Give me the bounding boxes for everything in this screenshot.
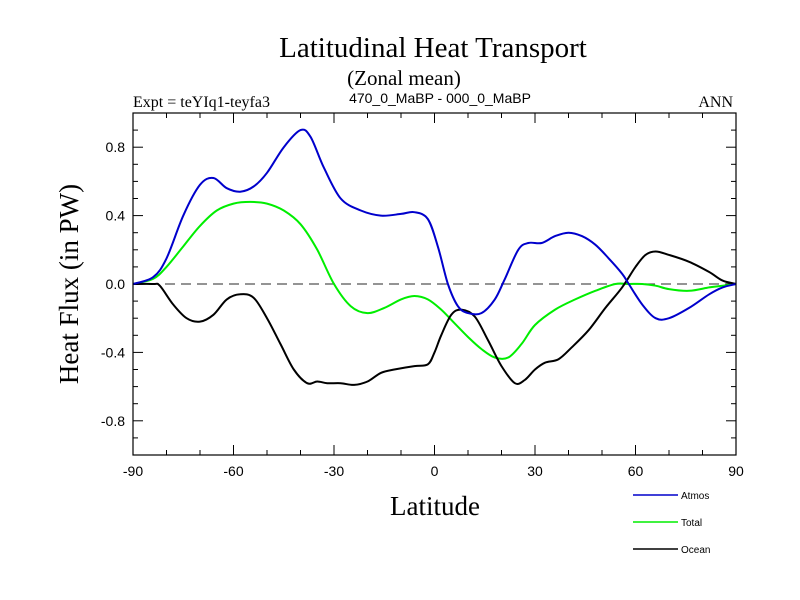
- legend-label-atmos: Atmos: [681, 491, 709, 502]
- plot-frame: [132, 112, 737, 456]
- series-line-total: [132, 200, 737, 360]
- series-lines: [132, 128, 737, 386]
- x-tick-label: -90: [123, 463, 143, 479]
- x-tick-label: 60: [628, 463, 644, 479]
- y-tick-label: -0.8: [101, 413, 125, 429]
- legend-label-total: Total: [681, 518, 702, 529]
- legend-label-ocean: Ocean: [681, 545, 710, 556]
- chart-subtitle: (Zonal mean): [347, 66, 461, 90]
- y-tick-label: 0.8: [106, 139, 126, 155]
- x-tick-label: -30: [324, 463, 344, 479]
- y-tick-label: -0.4: [101, 344, 125, 360]
- period-label: 470_0_MaBP - 000_0_MaBP: [349, 90, 531, 106]
- x-tick-label: -60: [223, 463, 243, 479]
- y-tick-label: 0.4: [106, 208, 126, 224]
- chart-title: Latitudinal Heat Transport: [279, 32, 587, 64]
- x-tick-label: 0: [431, 463, 439, 479]
- x-axis-label: Latitude: [390, 491, 480, 521]
- season-label: ANN: [698, 94, 733, 111]
- legend: Atmos Total Ocean: [633, 491, 710, 556]
- x-tick-label: 90: [728, 463, 744, 479]
- y-tick-label: 0.0: [106, 276, 126, 292]
- experiment-label: Expt = teYIq1-teyfa3: [133, 94, 270, 111]
- y-tick-labels: -0.8 -0.4 0.0 0.4 0.8: [101, 139, 125, 429]
- x-tick-labels: -90 -60 -30 0 30 60 90: [123, 463, 744, 479]
- y-axis-label: Heat Flux (in PW): [54, 184, 84, 384]
- series-line-atmos: [132, 128, 737, 321]
- x-tick-label: 30: [527, 463, 543, 479]
